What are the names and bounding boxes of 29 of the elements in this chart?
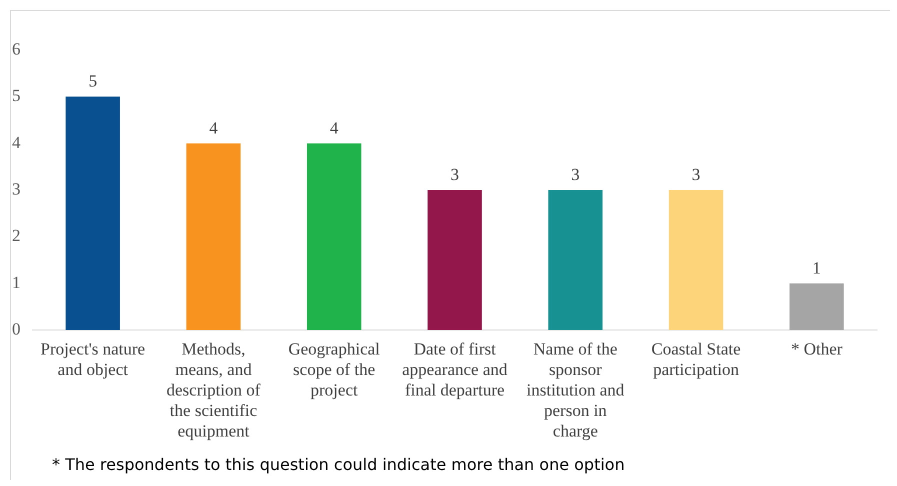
text: * The respondents to this question could indicate more than one option bbox=[52, 455, 625, 474]
data-label: 4 bbox=[209, 118, 218, 138]
y-tick-label: 1 bbox=[12, 272, 20, 292]
bar bbox=[306, 143, 362, 330]
x-tick-label: Geographical scope of the project bbox=[288, 340, 380, 400]
bar bbox=[790, 283, 844, 330]
data-label: 3 bbox=[571, 164, 580, 184]
data-label: 3 bbox=[450, 164, 459, 184]
y-tick-label: 5 bbox=[12, 86, 20, 106]
y-tick-label: 3 bbox=[12, 179, 20, 198]
bar bbox=[186, 143, 241, 330]
x-tick-label: Name of the sponsor institution and person in charge bbox=[526, 340, 625, 440]
data-label: 3 bbox=[692, 164, 700, 184]
x-tick-label: * Other bbox=[790, 340, 843, 359]
x-tick-label: Project's nature and object bbox=[40, 340, 146, 380]
y-tick-label: 2 bbox=[12, 226, 20, 246]
bar bbox=[668, 190, 724, 330]
bar bbox=[428, 190, 482, 330]
y-tick-label: 6 bbox=[12, 39, 20, 58]
y-tick-label: 4 bbox=[12, 132, 21, 152]
bar bbox=[548, 190, 603, 330]
data-label: 1 bbox=[812, 258, 821, 278]
bar bbox=[66, 96, 120, 330]
x-tick-label: Date of first appearance and final departure bbox=[402, 340, 508, 400]
data-label: 5 bbox=[88, 72, 98, 91]
x-tick-label: Coastal State participation bbox=[651, 340, 741, 380]
y-tick-label: 0 bbox=[12, 319, 20, 338]
data-label: 4 bbox=[330, 118, 339, 138]
x-tick-label: Methods, means, and description of the scientific equipment bbox=[166, 340, 261, 440]
